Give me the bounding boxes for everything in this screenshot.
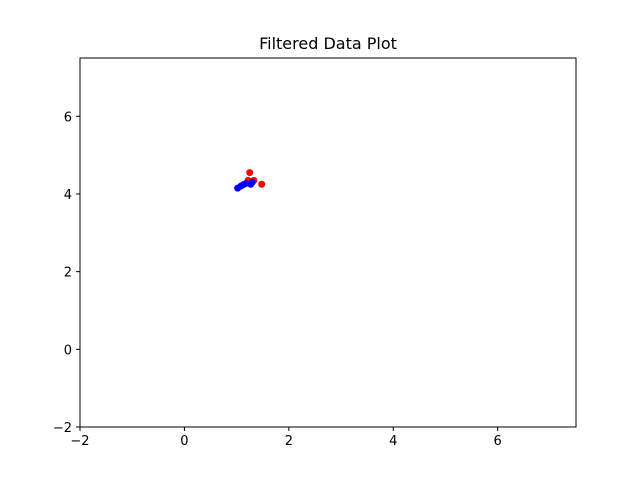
x-tick-label: 2 bbox=[285, 434, 293, 449]
y-tick-label: 2 bbox=[64, 266, 72, 281]
data-point-series-2 bbox=[248, 178, 256, 186]
x-tick-label: 0 bbox=[180, 434, 188, 449]
data-point-series-1 bbox=[258, 180, 266, 188]
y-tick-label: −2 bbox=[53, 421, 72, 436]
y-tick-label: 4 bbox=[64, 188, 72, 203]
x-axis-ticks: −2 0 2 4 6 bbox=[70, 427, 502, 449]
x-tick-label: 6 bbox=[494, 434, 502, 449]
x-tick-label: −2 bbox=[70, 434, 89, 449]
data-points bbox=[234, 169, 266, 192]
y-axis-ticks: −2 0 2 4 6 bbox=[53, 110, 80, 436]
data-point-series-1 bbox=[246, 169, 254, 177]
plot-area-frame bbox=[79, 57, 577, 428]
y-tick-label: 6 bbox=[64, 110, 72, 125]
chart-title: Filtered Data Plot bbox=[259, 34, 397, 53]
y-tick-label: 0 bbox=[64, 343, 72, 358]
x-tick-label: 4 bbox=[389, 434, 397, 449]
